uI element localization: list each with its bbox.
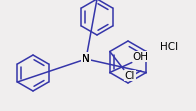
Text: OH: OH xyxy=(133,52,149,61)
Text: N: N xyxy=(82,54,90,64)
Text: N: N xyxy=(82,54,90,64)
Text: Cl: Cl xyxy=(125,70,135,80)
Text: HCl: HCl xyxy=(160,42,178,52)
